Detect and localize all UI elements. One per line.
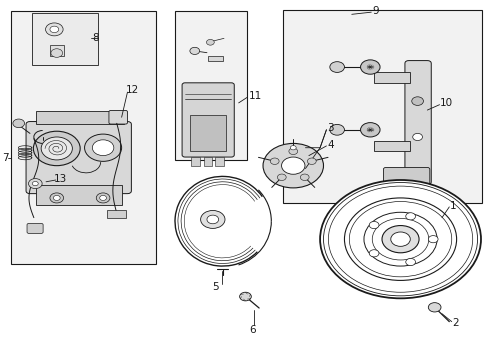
- Circle shape: [33, 131, 80, 166]
- Text: 2: 2: [452, 318, 458, 328]
- Circle shape: [263, 143, 323, 188]
- Circle shape: [50, 193, 63, 203]
- Circle shape: [84, 134, 122, 161]
- Text: 4: 4: [327, 140, 333, 150]
- Bar: [175, 12, 246, 160]
- Circle shape: [189, 47, 199, 54]
- Text: 3: 3: [327, 123, 333, 133]
- Bar: [190, 157, 199, 166]
- Bar: [189, 116, 226, 151]
- Bar: [373, 72, 409, 83]
- Circle shape: [411, 97, 423, 105]
- Circle shape: [239, 292, 251, 301]
- Bar: [11, 12, 156, 264]
- FancyBboxPatch shape: [404, 60, 430, 185]
- Circle shape: [92, 140, 114, 156]
- Circle shape: [206, 215, 218, 224]
- Text: 9: 9: [371, 6, 378, 17]
- Circle shape: [360, 60, 379, 74]
- Bar: [282, 10, 482, 203]
- Text: 8: 8: [92, 33, 99, 43]
- Circle shape: [427, 303, 440, 312]
- Text: 10: 10: [439, 98, 452, 108]
- Circle shape: [32, 181, 38, 186]
- Circle shape: [368, 221, 378, 229]
- Circle shape: [51, 49, 62, 57]
- FancyBboxPatch shape: [383, 167, 429, 193]
- FancyBboxPatch shape: [27, 224, 43, 233]
- Circle shape: [427, 235, 437, 243]
- Text: 6: 6: [249, 325, 256, 334]
- Text: 11: 11: [248, 91, 261, 102]
- Circle shape: [390, 232, 409, 246]
- Circle shape: [28, 179, 42, 189]
- Circle shape: [405, 213, 415, 220]
- Circle shape: [368, 250, 378, 257]
- Circle shape: [290, 145, 296, 150]
- Bar: [50, 45, 63, 56]
- Text: 7: 7: [1, 153, 8, 163]
- Circle shape: [45, 23, 63, 36]
- Circle shape: [270, 158, 279, 165]
- Circle shape: [307, 158, 316, 165]
- Circle shape: [320, 180, 480, 298]
- Bar: [32, 13, 98, 65]
- Circle shape: [329, 62, 344, 72]
- Circle shape: [96, 193, 110, 203]
- Circle shape: [281, 157, 305, 174]
- Bar: [373, 140, 409, 151]
- Circle shape: [200, 211, 224, 228]
- FancyBboxPatch shape: [182, 83, 234, 157]
- Circle shape: [100, 195, 106, 201]
- Bar: [36, 185, 122, 205]
- Text: 5: 5: [211, 282, 218, 292]
- FancyBboxPatch shape: [26, 122, 131, 194]
- Bar: [36, 111, 124, 125]
- Circle shape: [277, 174, 285, 180]
- FancyBboxPatch shape: [109, 111, 127, 124]
- Circle shape: [288, 148, 297, 154]
- Circle shape: [381, 226, 418, 253]
- Bar: [107, 211, 126, 218]
- Bar: [203, 157, 212, 166]
- Text: 1: 1: [449, 201, 456, 211]
- Circle shape: [405, 258, 415, 266]
- Text: 13: 13: [53, 174, 66, 184]
- Circle shape: [53, 195, 60, 201]
- Circle shape: [50, 26, 59, 33]
- Circle shape: [412, 134, 422, 140]
- Text: 12: 12: [125, 85, 139, 95]
- Bar: [215, 157, 224, 166]
- Circle shape: [13, 119, 24, 128]
- Circle shape: [329, 125, 344, 135]
- Circle shape: [206, 40, 214, 45]
- Circle shape: [300, 174, 308, 180]
- Circle shape: [360, 123, 379, 137]
- Bar: [208, 56, 223, 61]
- Circle shape: [41, 137, 72, 160]
